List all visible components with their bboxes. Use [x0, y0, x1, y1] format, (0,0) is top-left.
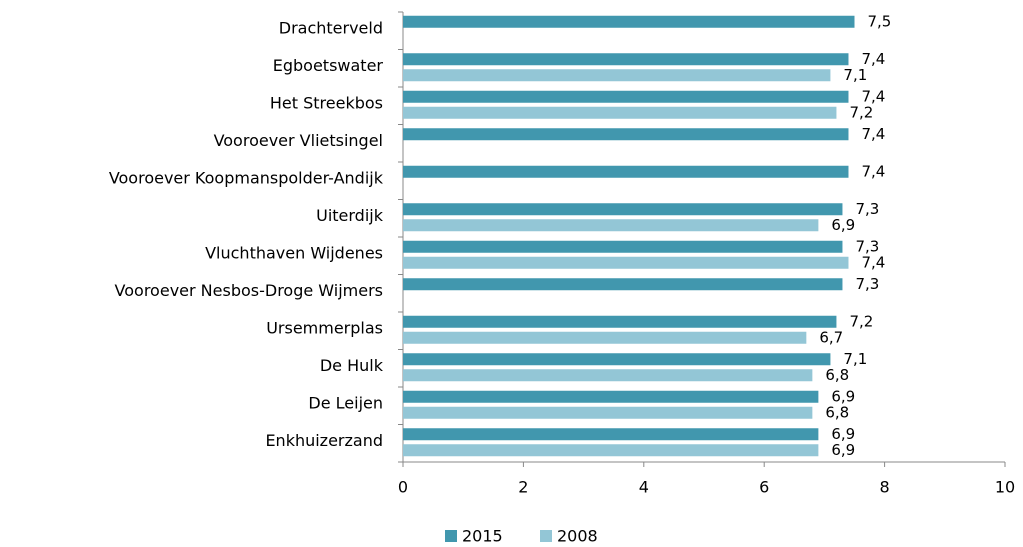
- value-label: 7,2: [849, 312, 873, 330]
- x-tick-label: 4: [639, 478, 649, 497]
- bar: [403, 315, 837, 328]
- x-tick-label: 8: [880, 478, 890, 497]
- y-tick-label: Vooroever Koopmanspolder-Andijk: [109, 168, 384, 187]
- y-tick-label: Ursemmerplas: [266, 318, 383, 337]
- value-label: 6,8: [825, 366, 849, 384]
- bar: [403, 165, 849, 178]
- bar: [403, 256, 849, 269]
- bar: [403, 331, 807, 344]
- x-tick-label: 0: [398, 478, 408, 497]
- value-label: 6,9: [831, 216, 855, 234]
- value-label: 7,3: [855, 237, 879, 255]
- bar: [403, 106, 837, 119]
- y-tick-label: Vooroever Nesbos-Droge Wijmers: [115, 281, 383, 300]
- value-label: 7,4: [861, 253, 885, 271]
- y-tick-label: Vluchthaven Wijdenes: [205, 243, 383, 262]
- legend-swatch: [540, 530, 552, 542]
- bar: [403, 369, 813, 382]
- bar: [403, 278, 843, 291]
- bar: [403, 15, 855, 28]
- x-tick-label: 10: [995, 478, 1015, 497]
- value-label: 7,1: [843, 350, 867, 368]
- y-tick-label: De Hulk: [320, 356, 384, 375]
- value-label: 7,4: [861, 125, 885, 143]
- y-tick-label: Egboetswater: [273, 56, 384, 75]
- x-tick-label: 6: [759, 478, 769, 497]
- value-label: 7,4: [861, 87, 885, 105]
- y-tick-label: Uiterdijk: [316, 206, 384, 225]
- value-label: 6,9: [831, 441, 855, 459]
- legend-label: 2015: [462, 527, 503, 546]
- y-tick-label: Drachterveld: [279, 18, 383, 37]
- value-label: 7,4: [861, 50, 885, 68]
- value-label: 6,9: [831, 387, 855, 405]
- legend-swatch: [445, 530, 457, 542]
- y-tick-label: Het Streekbos: [270, 93, 383, 112]
- x-tick-label: 2: [518, 478, 528, 497]
- value-label: 7,5: [868, 12, 892, 30]
- bar: [403, 53, 849, 66]
- bar: [403, 69, 831, 82]
- bar: [403, 353, 831, 366]
- value-label: 6,7: [819, 328, 843, 346]
- y-tick-label: Enkhuizerzand: [265, 431, 383, 450]
- bar: [403, 203, 843, 216]
- bar: [403, 406, 813, 419]
- value-label: 6,8: [825, 403, 849, 421]
- bar: [403, 444, 819, 457]
- y-tick-label: De Leijen: [308, 393, 383, 412]
- value-label: 7,3: [855, 200, 879, 218]
- value-label: 7,2: [849, 103, 873, 121]
- bar: [403, 240, 843, 253]
- bar: [403, 90, 849, 103]
- bar: [403, 219, 819, 232]
- legend-label: 2008: [557, 527, 598, 546]
- value-label: 7,4: [861, 162, 885, 180]
- bar: [403, 128, 849, 141]
- bar: [403, 390, 819, 403]
- bar: [403, 428, 819, 441]
- value-label: 7,1: [843, 66, 867, 84]
- value-label: 7,3: [855, 275, 879, 293]
- y-tick-label: Vooroever Vlietsingel: [214, 131, 383, 150]
- value-label: 6,9: [831, 425, 855, 443]
